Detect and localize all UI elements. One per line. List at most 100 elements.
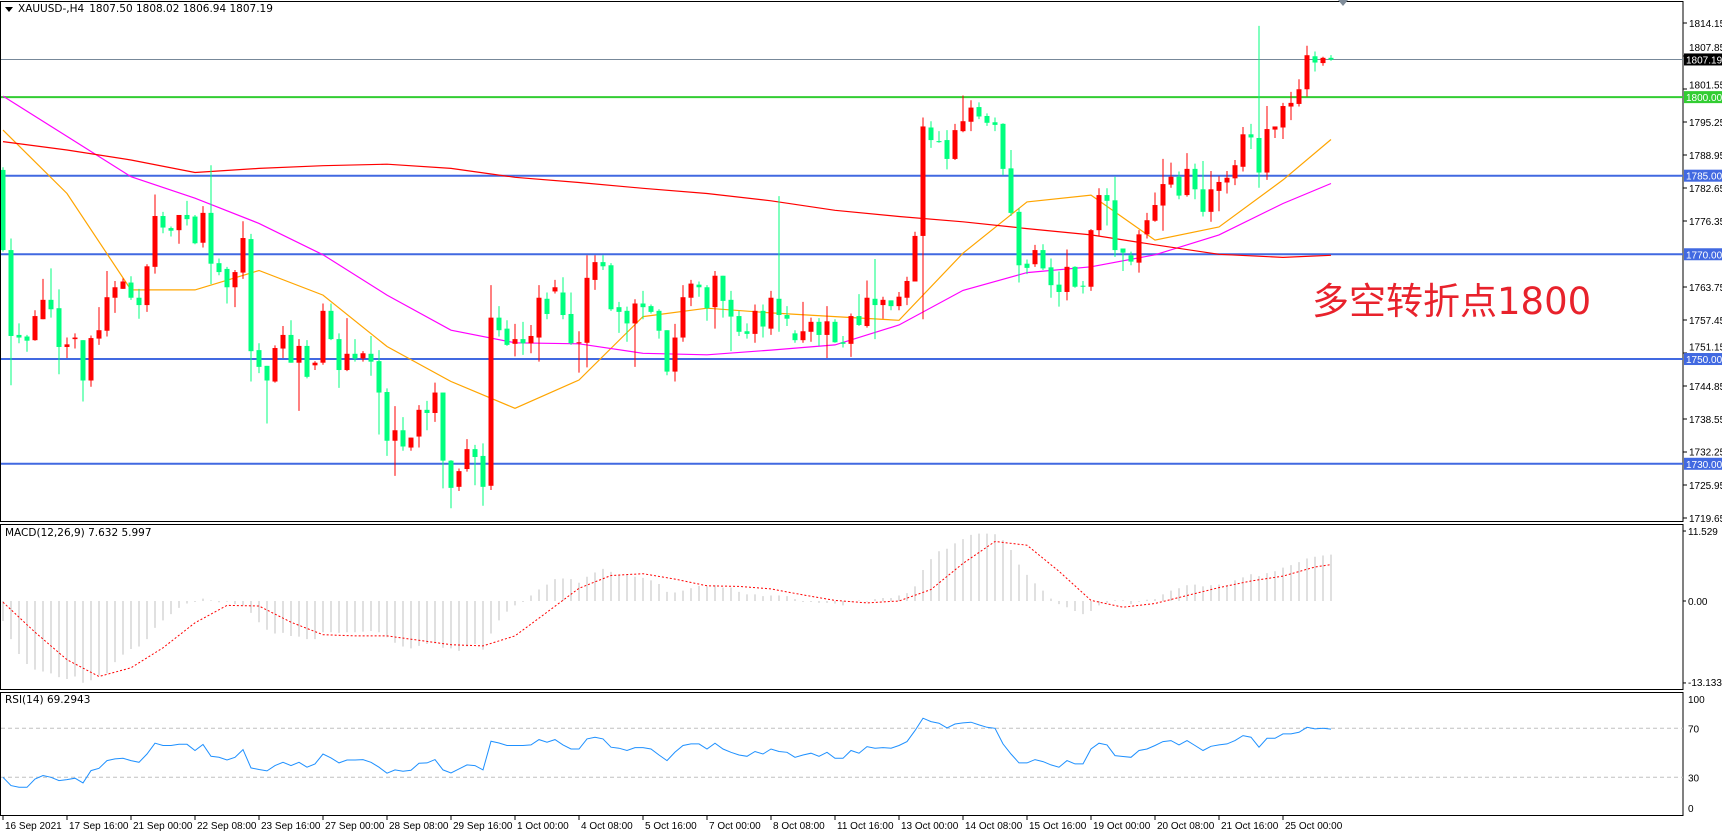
candle (1256, 25, 1262, 188)
candle (1000, 123, 1006, 176)
candlesticks (1, 25, 1334, 509)
candle (1208, 170, 1214, 222)
candle-body (136, 297, 142, 306)
candle-body (600, 262, 606, 267)
candle-body (784, 315, 790, 319)
candle (824, 306, 830, 358)
candle-body (608, 265, 614, 310)
macd-pane-frame (0, 524, 1684, 690)
candle-body (360, 353, 366, 359)
candle-body (200, 212, 206, 243)
candle-body (1200, 189, 1206, 212)
candle-body (568, 313, 574, 344)
price-tag-label: 1750.00 (1686, 355, 1722, 366)
candle (232, 269, 238, 308)
candle-body (1208, 189, 1214, 212)
candle (1128, 251, 1134, 266)
candle-body (768, 297, 774, 329)
candle (656, 309, 662, 339)
price-tag-bg (1684, 53, 1722, 66)
candle (1288, 91, 1294, 121)
candle-body (56, 308, 62, 347)
price-tag-bg (1684, 91, 1722, 104)
candle-body (472, 449, 478, 457)
candle-body (328, 310, 334, 340)
candle (1328, 55, 1334, 61)
candle (1040, 244, 1046, 270)
candle-body (88, 338, 94, 381)
candle-body (176, 214, 182, 231)
price-tag-bg (1684, 353, 1722, 366)
candle (840, 335, 846, 348)
candle (392, 406, 398, 476)
candle (1120, 248, 1126, 272)
candle-body (128, 282, 134, 298)
candle (224, 266, 230, 304)
price-tick-label: 1801.55 (1689, 81, 1722, 92)
candle (504, 320, 510, 346)
candle-body (976, 107, 982, 117)
pane-frames (0, 1, 1684, 816)
candle (920, 117, 926, 320)
candle-body (824, 321, 830, 335)
candle-body (728, 299, 734, 317)
candle (248, 233, 254, 382)
candle (1048, 258, 1054, 298)
triangle-down-icon[interactable] (5, 6, 13, 12)
candle-body (1024, 263, 1030, 268)
candle (1008, 150, 1014, 217)
macd-signal-line (2, 540, 1332, 678)
time-tick-label: 13 Oct 00:00 (901, 821, 959, 832)
candle-body (624, 310, 630, 324)
candle (144, 264, 150, 312)
price-tick-label: 1782.65 (1689, 184, 1722, 195)
candle (512, 323, 518, 357)
candle-body (840, 342, 846, 344)
candle (328, 303, 334, 341)
candle (496, 306, 502, 337)
price-tick-label: 1757.45 (1689, 316, 1722, 327)
candle-body (1072, 266, 1078, 287)
candle (664, 330, 670, 376)
candle (912, 231, 918, 282)
candle (184, 200, 190, 226)
candle-body (1264, 129, 1270, 173)
chart-shift-marker-icon[interactable] (1338, 0, 1348, 6)
candle-body (288, 334, 294, 363)
price-tick-label: 1776.35 (1689, 217, 1722, 228)
candle-body (576, 342, 582, 344)
candle-body (1328, 57, 1334, 60)
horizontal-levels[interactable] (0, 58, 1683, 465)
candle (928, 121, 934, 148)
candle (640, 290, 646, 320)
candle-body (680, 297, 686, 338)
candle-body (776, 298, 782, 316)
candle-body (432, 392, 438, 413)
time-tick-label: 29 Sep 16:00 (453, 821, 513, 832)
candle (240, 221, 246, 279)
candle (592, 255, 598, 290)
candle (440, 392, 446, 489)
candle-body (1304, 55, 1310, 90)
candle-body (456, 471, 462, 487)
candle-body (648, 306, 654, 312)
candle-body (832, 321, 838, 343)
candle (312, 361, 318, 371)
candle-body (1144, 220, 1150, 235)
time-tick-label: 21 Oct 16:00 (1221, 821, 1279, 832)
rsi-tick-label: 30 (1688, 773, 1700, 784)
candle (1056, 271, 1062, 307)
macd-tick-label: 0.00 (1688, 597, 1708, 608)
candle-body (192, 216, 198, 244)
candle-body (256, 350, 262, 367)
candle (472, 444, 478, 486)
candle (192, 214, 198, 245)
candle-body (264, 365, 270, 381)
candle-body (848, 316, 854, 344)
candle (568, 292, 574, 345)
candle-body (1032, 250, 1038, 265)
candle (800, 301, 806, 343)
candle-body (296, 345, 302, 363)
candle (128, 276, 134, 300)
